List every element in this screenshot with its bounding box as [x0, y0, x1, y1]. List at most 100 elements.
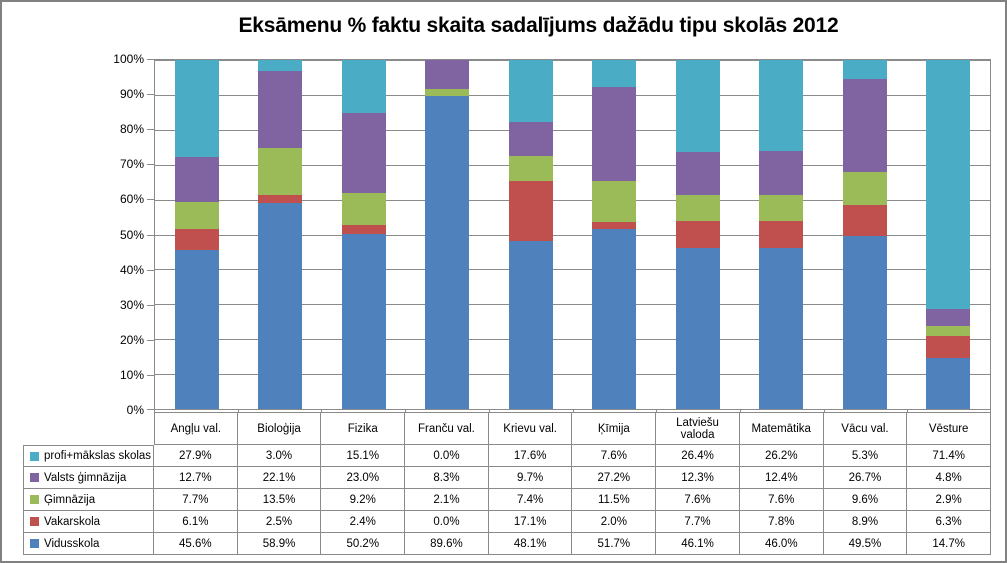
gridline [155, 234, 990, 236]
table-value-cell: 51.7% [572, 533, 657, 555]
table-header-cell: Franču val. [405, 412, 489, 445]
bar-segment [759, 60, 804, 152]
y-axis-label: 100% [113, 52, 144, 66]
table-value-cell: 27.9% [154, 445, 238, 467]
table-value-cell: 26.7% [823, 467, 908, 489]
gridline [155, 164, 990, 166]
table-value-cell: 23.0% [321, 467, 406, 489]
stacked-bar [425, 60, 470, 409]
table-header-cell: Vācu val. [823, 412, 908, 445]
bar-segment [842, 205, 887, 237]
y-axis-label: 20% [119, 332, 144, 347]
table-value-cell: 8.3% [405, 467, 489, 489]
table-value-cell: 27.2% [572, 467, 657, 489]
legend-swatch [30, 495, 39, 504]
table-value-cell: 9.7% [488, 467, 573, 489]
gridline [155, 94, 990, 96]
stacked-bar [842, 60, 887, 409]
category-band [239, 60, 323, 409]
bar-segment [508, 181, 553, 242]
table-value-cell: 45.6% [154, 533, 238, 555]
bar-segment [926, 335, 971, 358]
bar-segment [759, 248, 804, 409]
table-value-cell: 2.1% [405, 489, 489, 511]
bar-segment [341, 60, 386, 114]
y-axis-tick [147, 269, 154, 271]
legend-label: Valsts ģimnāzija [44, 471, 127, 484]
table-value-cell: 13.5% [237, 489, 322, 511]
bar-segment [842, 171, 887, 206]
bar-segment [174, 157, 219, 202]
bar-segment [425, 88, 470, 97]
legend-label: Vidusskola [44, 537, 100, 550]
y-axis-tick [147, 374, 154, 376]
bar-segment [926, 308, 971, 326]
y-axis-label: 60% [119, 192, 144, 207]
bar-segment [592, 181, 637, 222]
bar-segment [174, 228, 219, 250]
y-axis-tick [147, 94, 154, 96]
category-band [907, 60, 991, 409]
bar-segment [258, 60, 303, 71]
bar-segment [258, 147, 303, 195]
bar-segment [508, 241, 553, 409]
y-axis-tick [147, 199, 154, 201]
table-value-cell: 7.7% [656, 511, 740, 533]
table-value-cell: 2.5% [237, 511, 322, 533]
bar-segment [174, 60, 219, 158]
table-value-cell: 26.4% [656, 445, 740, 467]
table-value-cell: 0.0% [405, 511, 489, 533]
table-value-cell: 17.6% [488, 445, 573, 467]
stacked-bar [926, 60, 971, 409]
legend-label: Vakarskola [44, 515, 101, 528]
table-value-cell: 49.5% [823, 533, 908, 555]
bar-segment [842, 236, 887, 409]
legend-cell: Vidusskola [23, 533, 154, 555]
table-value-cell: 50.2% [321, 533, 406, 555]
bar-segment [508, 155, 553, 182]
bar-segment [842, 60, 887, 79]
bar-segment [258, 203, 303, 409]
bar-segment [341, 233, 386, 409]
y-axis-tick [147, 59, 154, 60]
gridline [155, 60, 990, 61]
legend-swatch [30, 473, 39, 482]
table-value-cell: 3.0% [237, 445, 322, 467]
table-header-cell: Krievu val. [488, 412, 573, 445]
table-header-cell: Bioloģija [237, 412, 322, 445]
table-value-cell: 15.1% [321, 445, 406, 467]
bar-segment [759, 151, 804, 195]
y-axis-tick [147, 129, 154, 131]
table-value-cell: 4.8% [907, 467, 991, 489]
legend-cell: Ģimnāzija [23, 489, 154, 511]
stacked-bar [675, 60, 720, 409]
y-axis-tick [147, 339, 154, 341]
bar-segment [675, 248, 720, 409]
table-value-cell: 12.4% [739, 467, 824, 489]
bar-segment [508, 121, 553, 156]
y-axis-label: 30% [119, 297, 144, 312]
stacked-bar [341, 60, 386, 409]
bar-segment [592, 221, 637, 229]
table-header-cell: Latviešu valoda [656, 412, 740, 445]
bars-row [155, 60, 990, 409]
category-band [573, 60, 657, 409]
bar-segment [592, 228, 637, 409]
table-value-cell: 9.6% [823, 489, 908, 511]
bar-segment [926, 60, 971, 309]
category-band [406, 60, 490, 409]
table-value-cell: 9.2% [321, 489, 406, 511]
bar-segment [675, 194, 720, 222]
table-value-cell: 17.1% [488, 511, 573, 533]
bar-segment [174, 201, 219, 229]
table-value-cell: 22.1% [237, 467, 322, 489]
bar-segment [174, 249, 219, 409]
table-value-cell: 58.9% [237, 533, 322, 555]
table-value-cell: 6.1% [154, 511, 238, 533]
data-table: Angļu val. Bioloģija Fizika Franču val. Krie… [23, 412, 991, 555]
gridline [155, 269, 990, 271]
table-value-cell: 89.6% [405, 533, 489, 555]
table-value-cell: 2.0% [572, 511, 657, 533]
legend-swatch [30, 517, 39, 526]
